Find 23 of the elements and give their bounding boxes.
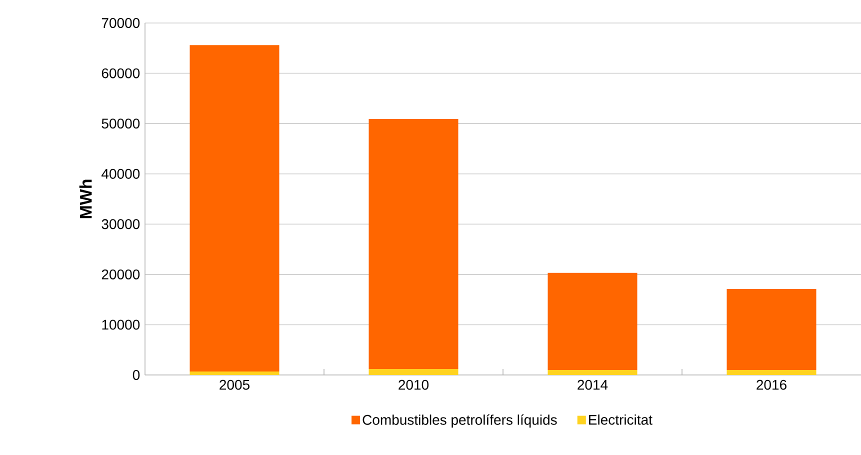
y-tick-label: 70000 bbox=[102, 18, 140, 28]
x-tick-label: 2016 bbox=[756, 380, 786, 390]
legend-label: Combustibles petrolífers líquids bbox=[362, 414, 557, 428]
legend-label: Electricitat bbox=[589, 414, 652, 425]
y-axis-title: MWh bbox=[79, 180, 92, 218]
bar bbox=[726, 370, 816, 375]
bar bbox=[548, 272, 638, 370]
y-tick-label: 60000 bbox=[102, 68, 140, 78]
x-tick-label: 2010 bbox=[398, 380, 429, 390]
y-tick-label: 30000 bbox=[102, 219, 140, 230]
bar bbox=[368, 119, 458, 369]
y-tick-label: 20000 bbox=[102, 269, 140, 280]
bar bbox=[726, 289, 816, 370]
x-tick-label: 2005 bbox=[220, 380, 250, 390]
y-tick-label: 50000 bbox=[102, 118, 140, 129]
bar bbox=[368, 368, 458, 375]
x-tick-label: 2014 bbox=[578, 380, 608, 390]
bar bbox=[190, 371, 280, 375]
y-tick-label: 10000 bbox=[102, 320, 140, 330]
y-tick-label: 0 bbox=[132, 370, 140, 380]
bar bbox=[548, 370, 638, 375]
y-tick-label: 40000 bbox=[102, 168, 140, 179]
bar bbox=[190, 45, 280, 372]
